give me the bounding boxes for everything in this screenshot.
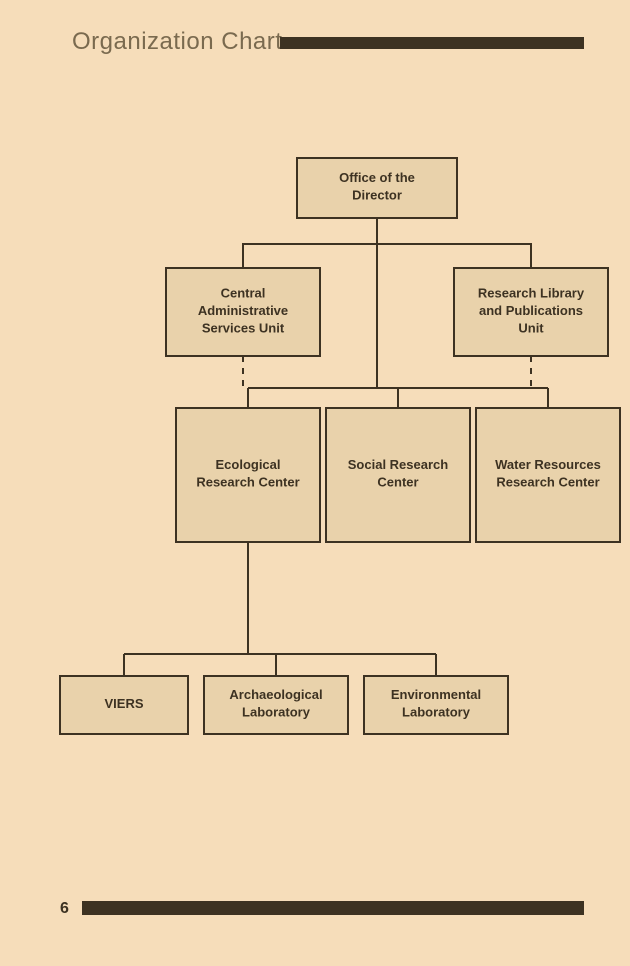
org-chart-node-environ: Environmental Laboratory xyxy=(364,676,508,734)
org-chart-node-label: Administrative xyxy=(198,303,288,318)
org-chart-node-label: Environmental xyxy=(391,687,481,702)
org-chart-node-label: Research Library xyxy=(478,285,585,300)
org-chart-node-viers: VIERS xyxy=(60,676,188,734)
org-chart-node-library: Research Library and Publications Unit xyxy=(454,268,608,356)
org-chart-node-label: Unit xyxy=(518,320,544,335)
org-chart-edge xyxy=(377,218,398,408)
org-chart-node-label: Laboratory xyxy=(402,705,471,720)
org-chart-node-label: Water Resources xyxy=(495,457,601,472)
org-chart-node-label: Director xyxy=(352,188,402,203)
org-chart-node-label: Center xyxy=(377,475,418,490)
org-chart-node-label: Research Center xyxy=(196,475,299,490)
org-chart-node-water: Water Resources Research Center xyxy=(476,408,620,542)
org-chart-node-central: Central Administrative Services Unit xyxy=(166,268,320,356)
org-chart-node-social: Social Research Center xyxy=(326,408,470,542)
org-chart-node-label: Services Unit xyxy=(202,320,285,335)
org-chart-node-label: Social Research xyxy=(348,457,449,472)
org-chart: Office of the Director Central Administrati… xyxy=(0,0,630,966)
org-chart-node-label: Archaeological xyxy=(229,687,322,702)
org-chart-edge xyxy=(377,218,531,268)
org-chart-node-label: Ecological xyxy=(215,457,280,472)
org-chart-node-director: Office of the Director xyxy=(297,158,457,218)
org-chart-node-ecological: Ecological Research Center xyxy=(176,408,320,542)
org-chart-node-label: and Publications xyxy=(479,303,583,318)
org-chart-node-label: Laboratory xyxy=(242,705,311,720)
org-chart-node-label: VIERS xyxy=(104,696,143,711)
org-chart-node-label: Office of the xyxy=(339,170,415,185)
org-chart-node-label: Central xyxy=(221,285,266,300)
org-chart-edge xyxy=(243,218,377,268)
org-chart-node-label: Research Center xyxy=(496,475,599,490)
org-chart-node-archaeo: Archaeological Laboratory xyxy=(204,676,348,734)
